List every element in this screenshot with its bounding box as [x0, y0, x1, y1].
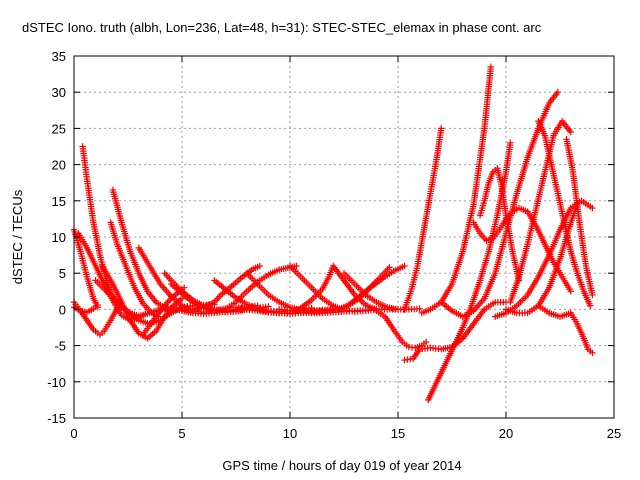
- series-32: [470, 204, 574, 295]
- y-tick-label: -10: [47, 375, 66, 390]
- series-37: [563, 136, 596, 299]
- x-tick-label: 5: [178, 426, 185, 441]
- data-point: [567, 288, 574, 295]
- series-16: [222, 262, 300, 313]
- chart-title: dSTEC Iono. truth (albh, Lon=236, Lat=48…: [22, 20, 542, 35]
- data-point: [180, 284, 188, 291]
- data-point: [589, 349, 596, 357]
- data-point: [94, 301, 101, 309]
- series-34: [502, 201, 581, 317]
- data-point: [422, 338, 430, 346]
- data-point: [293, 262, 300, 270]
- series-25: [373, 307, 430, 351]
- series-36: [535, 117, 594, 309]
- data-point: [567, 128, 574, 136]
- y-tick-label: 30: [52, 85, 66, 100]
- y-tick-label: 35: [52, 49, 66, 64]
- series-28: [418, 63, 495, 317]
- y-tick-label: 25: [52, 121, 66, 136]
- y-tick-label: 0: [59, 302, 66, 317]
- grid: [74, 56, 614, 418]
- series-6: [107, 219, 162, 320]
- series-24: [336, 262, 408, 313]
- series-30: [438, 89, 562, 320]
- data-point: [142, 310, 149, 317]
- x-axis-label: GPS time / hours of day 019 of year 2014: [222, 458, 461, 473]
- y-tick-label: 20: [52, 158, 66, 173]
- series-38: [535, 302, 596, 357]
- x-tick-label: 10: [283, 426, 297, 441]
- data-point: [507, 139, 514, 147]
- data-point: [587, 302, 594, 309]
- x-tick-label: 25: [607, 426, 621, 441]
- data-point: [416, 305, 423, 312]
- x-tick-label: 20: [499, 426, 513, 441]
- y-tick-label: 5: [59, 266, 66, 281]
- y-tick-label: 10: [52, 230, 66, 245]
- series-27: [401, 125, 445, 313]
- y-tick-label: -15: [47, 411, 66, 426]
- series-13: [157, 262, 263, 314]
- x-tick-label: 15: [391, 426, 405, 441]
- data-point: [487, 63, 495, 71]
- ticks: 0 5 10 15 20 25 -15 -10 -5 0 5 10 15 20 25 30 35: [47, 49, 621, 441]
- data-point: [554, 89, 562, 96]
- series-35: [507, 117, 574, 306]
- y-tick-label: 15: [52, 194, 66, 209]
- data-point: [589, 291, 596, 299]
- data-point: [438, 125, 445, 132]
- data-point: [589, 204, 596, 212]
- data-point: [256, 262, 263, 270]
- data-point: [386, 264, 393, 271]
- data-points: [70, 63, 596, 404]
- x-tick-label: 0: [70, 426, 77, 441]
- y-tick-label: -5: [54, 339, 66, 354]
- y-axis-label: dSTEC / TECUs: [10, 189, 25, 284]
- data-point: [401, 262, 408, 270]
